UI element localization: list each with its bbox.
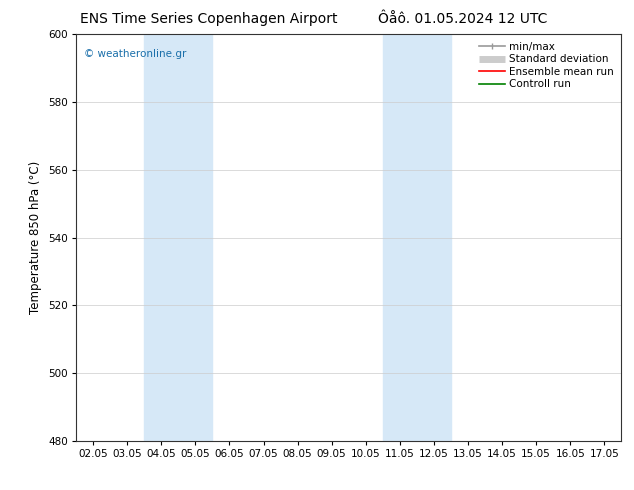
Bar	[383, 34, 451, 441]
Text: ENS Time Series Copenhagen Airport: ENS Time Series Copenhagen Airport	[81, 12, 338, 26]
Y-axis label: Temperature 850 hPa (°C): Temperature 850 hPa (°C)	[29, 161, 42, 314]
Text: © weatheronline.gr: © weatheronline.gr	[84, 49, 186, 58]
Text: Ôåô. 01.05.2024 12 UTC: Ôåô. 01.05.2024 12 UTC	[378, 12, 548, 26]
Legend: min/max, Standard deviation, Ensemble mean run, Controll run: min/max, Standard deviation, Ensemble me…	[477, 40, 616, 92]
Bar	[144, 34, 212, 441]
